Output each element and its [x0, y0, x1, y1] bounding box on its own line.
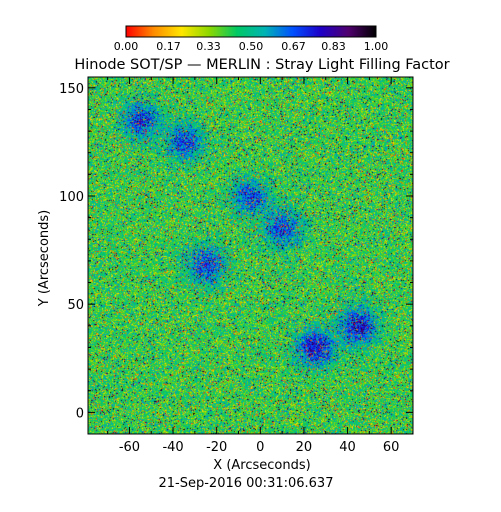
x-tick-label: -40 — [162, 440, 183, 455]
x-tick-label: 20 — [296, 440, 313, 455]
y-axis-label: Y (Arcseconds) — [37, 210, 52, 307]
colorbar-gradient — [125, 25, 377, 38]
colorbar-tick-label: 1.00 — [364, 40, 389, 53]
x-axis-label: X (Arcseconds) — [213, 458, 310, 473]
x-tick-label: -60 — [119, 440, 140, 455]
y-tick-label: 150 — [59, 82, 84, 97]
y-tick-label: 100 — [59, 190, 84, 205]
colorbar-tick-label: 0.17 — [156, 40, 181, 53]
colorbar-tick-label: 0.50 — [239, 40, 264, 53]
y-axis: 0 50 100 150 — [59, 82, 413, 435]
colorbar-tick-label: 0.67 — [281, 40, 306, 53]
y-tick-label: 50 — [67, 298, 84, 313]
x-tick-label: 60 — [383, 440, 400, 455]
colorbar: 0.00 0.17 0.33 0.50 0.67 0.83 1.00 — [114, 25, 389, 53]
observation-timestamp: 21-Sep-2016 00:31:06.637 — [159, 476, 334, 491]
colorbar-tick-label: 0.83 — [321, 40, 346, 53]
x-tick-label: 0 — [256, 440, 264, 455]
x-tick-label: 40 — [339, 440, 356, 455]
x-tick-label: -20 — [206, 440, 227, 455]
y-tick-label: 0 — [76, 406, 84, 421]
colorbar-tick-label: 0.33 — [196, 40, 221, 53]
colorbar-ticks: 0.00 0.17 0.33 0.50 0.67 0.83 1.00 — [114, 40, 389, 53]
chart-title: Hinode SOT/SP — MERLIN : Stray Light Fil… — [74, 57, 449, 73]
plot-frame — [87, 76, 414, 435]
plot-area — [87, 76, 414, 435]
x-axis: -60 -40 -20 0 20 40 60 — [107, 77, 414, 455]
colorbar-tick-label: 0.00 — [114, 40, 139, 53]
heatmap-image — [88, 77, 413, 434]
